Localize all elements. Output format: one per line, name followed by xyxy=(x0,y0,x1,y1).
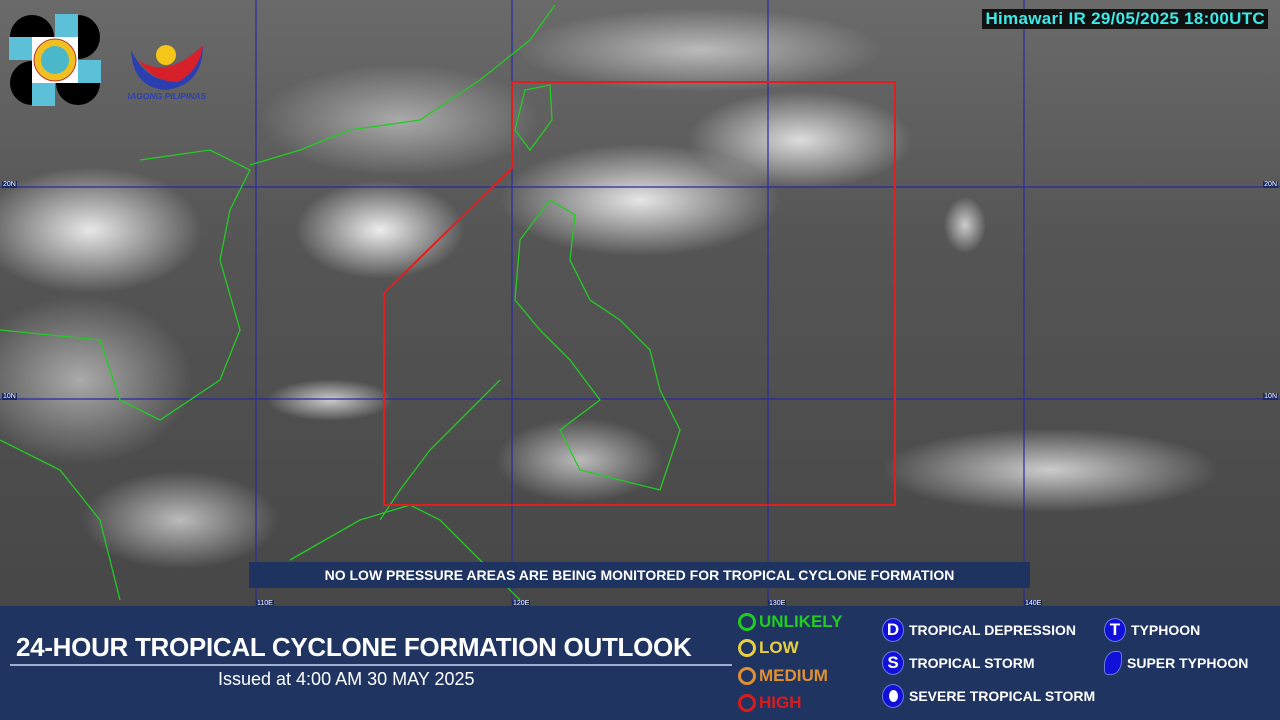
coastline-philippines xyxy=(514,199,681,491)
level-label: LOW xyxy=(759,638,799,657)
class-label: TYPHOON xyxy=(1131,622,1201,638)
circle-icon xyxy=(738,667,756,685)
level-unlikely: UNLIKELY xyxy=(738,612,842,632)
tropical-storm-icon: S xyxy=(882,651,904,675)
lon-label: 110E xyxy=(256,600,274,607)
status-banner: NO LOW PRESSURE AREAS ARE BEING MONITORE… xyxy=(249,562,1030,588)
circle-icon xyxy=(738,613,756,631)
coastline-palawan xyxy=(379,379,501,521)
class-label: SEVERE TROPICAL STORM xyxy=(909,688,1096,704)
tropical-depression-icon: D xyxy=(882,618,904,642)
lat-label-10n-right: 10N xyxy=(1263,393,1278,400)
level-label: MEDIUM xyxy=(759,666,828,685)
typhoon-icon: T xyxy=(1104,618,1126,642)
philippine-area-of-responsibility xyxy=(383,81,896,506)
lon-label: 140E xyxy=(1024,600,1043,607)
lat-label-20n: 20N xyxy=(2,181,17,188)
issued-time: Issued at 4:00 AM 30 MAY 2025 xyxy=(218,669,475,689)
level-medium: MEDIUM xyxy=(738,666,828,686)
class-label: SUPER TYPHOON xyxy=(1127,655,1249,671)
bagong-pilipinas-logo: BAGONG PILIPINAS xyxy=(128,45,207,101)
lat-label-10n: 10N xyxy=(2,393,17,400)
class-label: TROPICAL DEPRESSION xyxy=(909,622,1076,638)
level-label: HIGH xyxy=(759,693,802,712)
level-high: HIGH xyxy=(738,693,802,713)
circle-icon xyxy=(738,639,756,657)
map-overlay xyxy=(0,0,1280,606)
pagasa-logo xyxy=(9,14,101,106)
lon-label: 120E xyxy=(512,600,531,607)
level-low: LOW xyxy=(738,638,799,658)
lon-label: 130E xyxy=(768,600,787,607)
coastline-china xyxy=(249,4,556,166)
coastline-indochina xyxy=(0,149,251,421)
divider xyxy=(10,664,732,666)
coastlines xyxy=(0,4,681,601)
class-severe-tropical-storm: SEVERE TROPICAL STORM xyxy=(882,684,1095,708)
class-tropical-storm: S TROPICAL STORM xyxy=(882,651,1035,675)
outlook-title: 24-HOUR TROPICAL CYCLONE FORMATION OUTLO… xyxy=(16,632,692,662)
coastline-malaysia xyxy=(0,439,121,601)
svg-text:BAGONG PILIPINAS: BAGONG PILIPINAS xyxy=(128,91,207,101)
class-label: TROPICAL STORM xyxy=(909,655,1035,671)
class-typhoon: T TYPHOON xyxy=(1104,618,1200,642)
lat-label-20n-right: 20N xyxy=(1263,181,1278,188)
circle-icon xyxy=(738,694,756,712)
class-super-typhoon: SUPER TYPHOON xyxy=(1104,651,1248,675)
satellite-timestamp: Himawari IR 29/05/2025 18:00UTC xyxy=(982,9,1268,29)
legend-panel: 24-HOUR TROPICAL CYCLONE FORMATION OUTLO… xyxy=(0,606,1280,720)
severe-tropical-storm-icon xyxy=(882,684,904,708)
class-tropical-depression: D TROPICAL DEPRESSION xyxy=(882,618,1076,642)
level-label: UNLIKELY xyxy=(759,612,843,631)
super-typhoon-icon xyxy=(1104,651,1122,675)
coastline-taiwan xyxy=(514,84,553,152)
